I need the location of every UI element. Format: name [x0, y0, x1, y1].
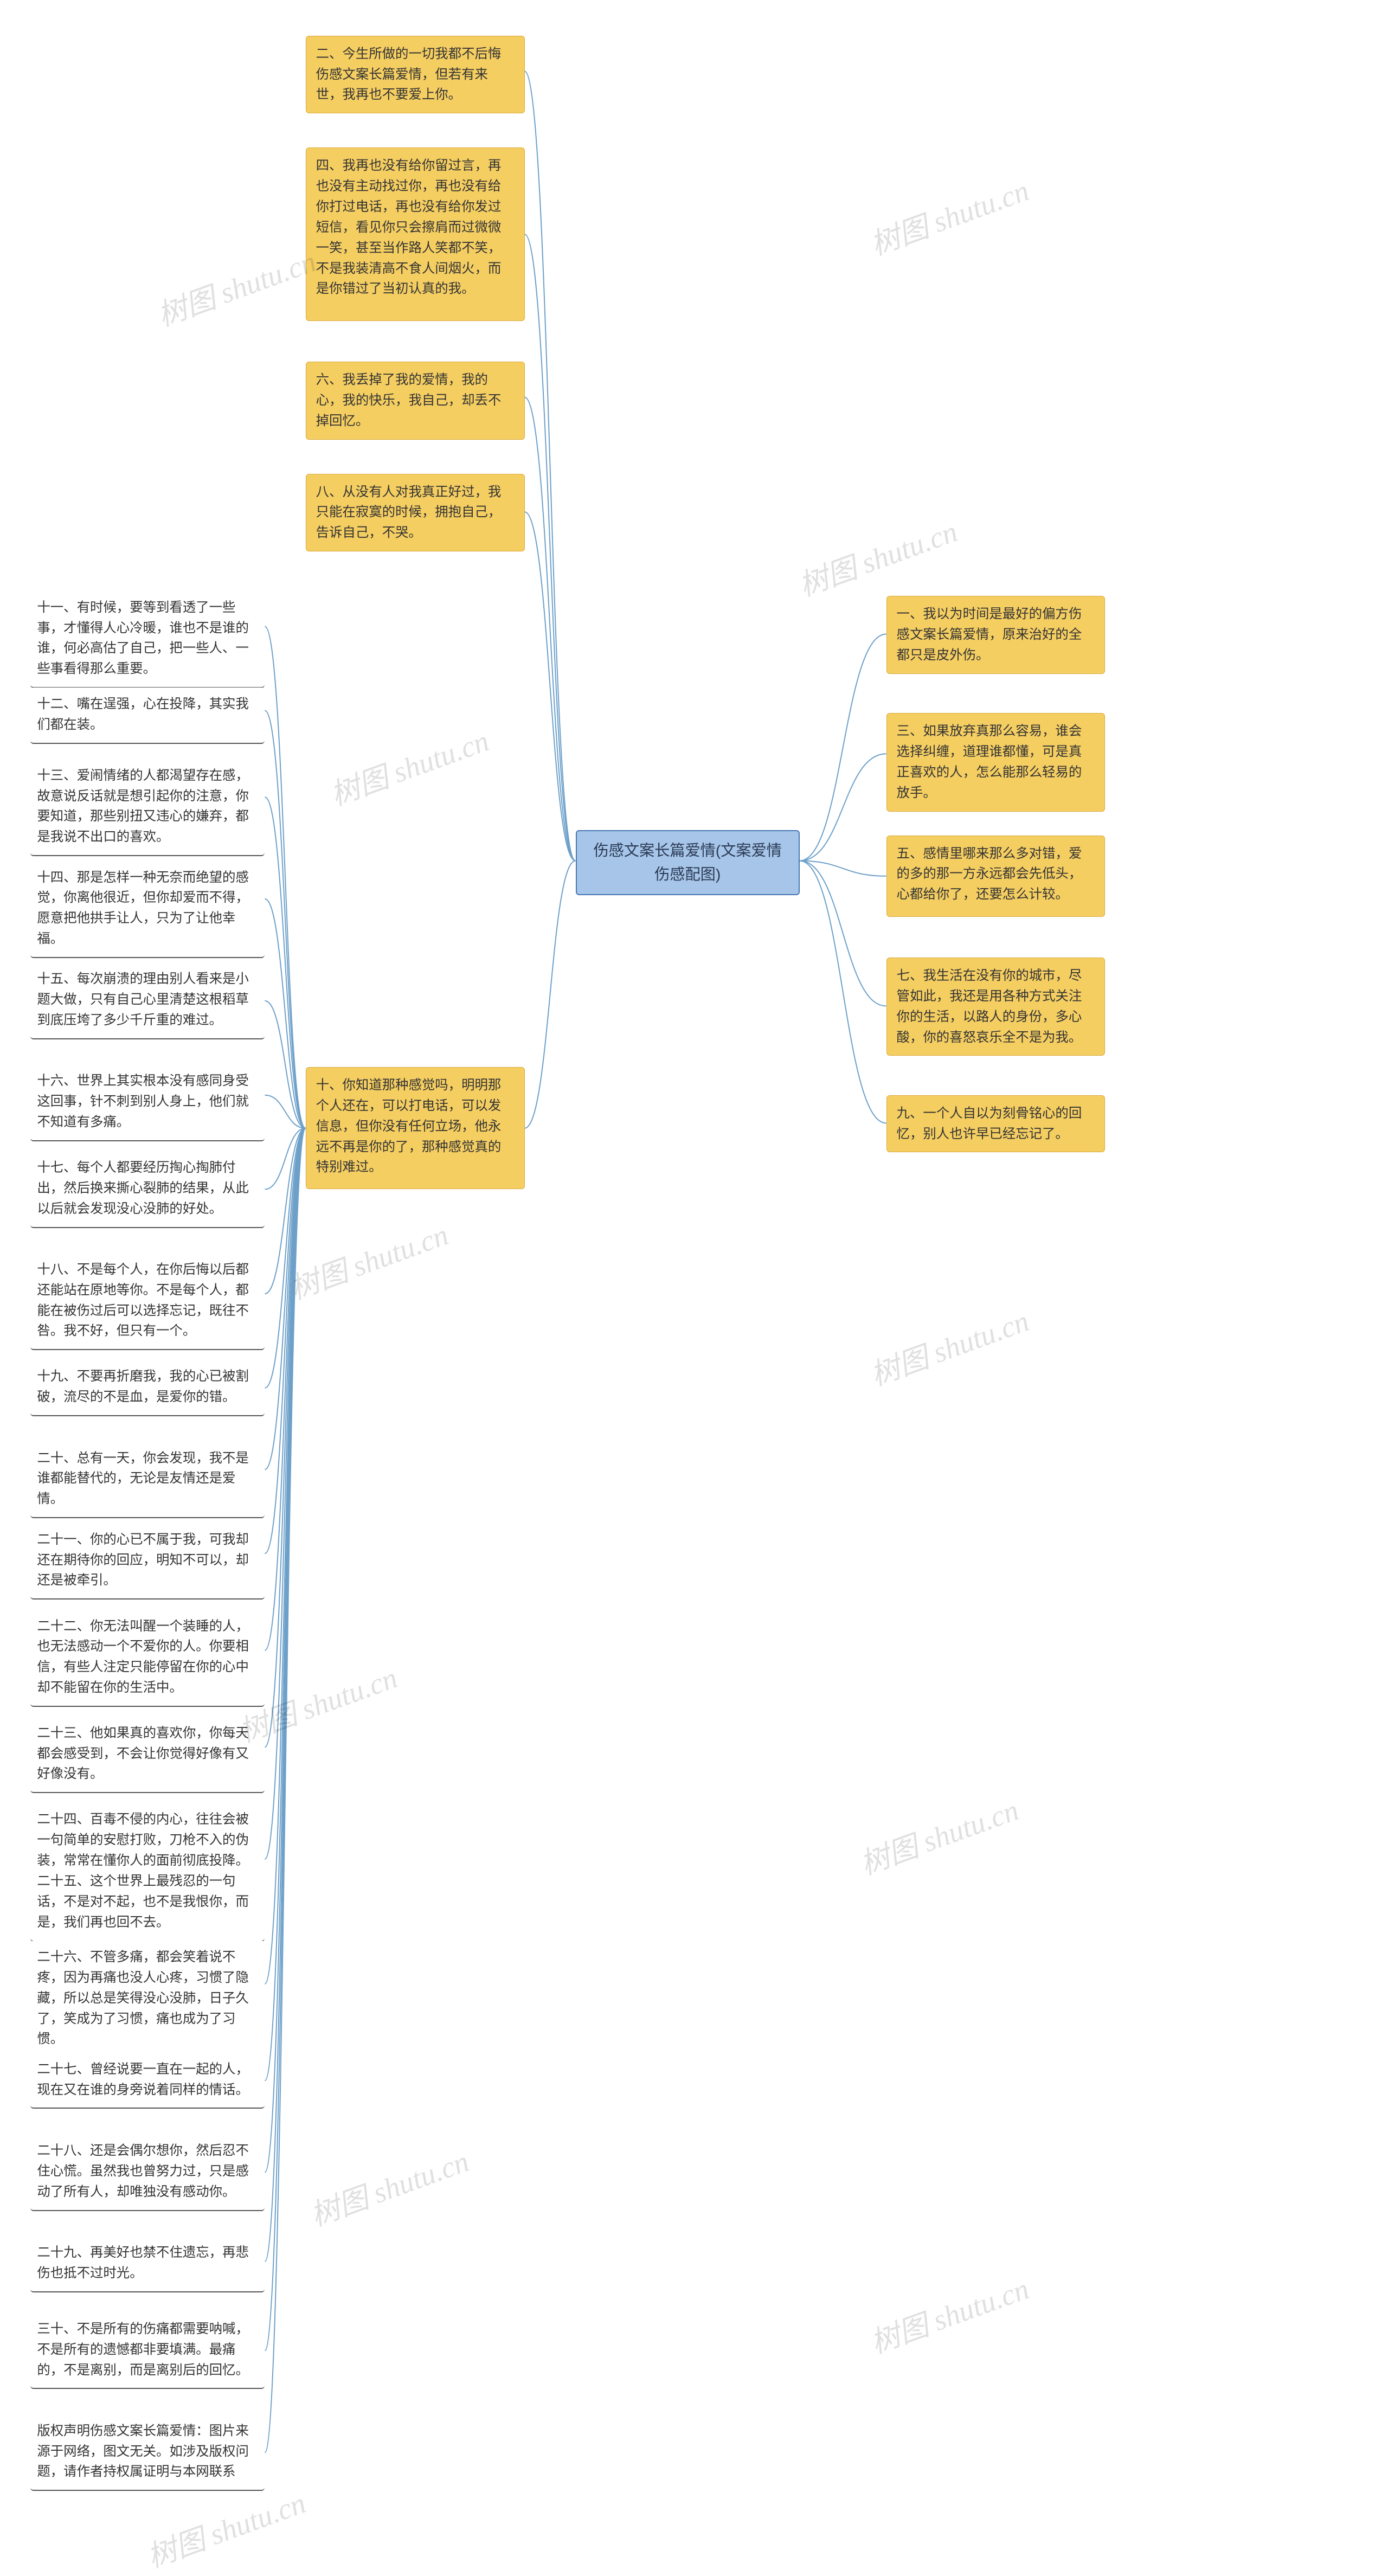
leaf-11: 二十二、你无法叫醒一个装睡的人，也无法感动一个不爱你的人。你要相信，有些人注定只… [30, 1610, 265, 1707]
leaf-4: 十五、每次崩溃的理由别人看来是小题大做，只有自己心里清楚这根稻草到底压垮了多少千… [30, 962, 265, 1039]
watermark: 树图 shutu.cn [151, 238, 321, 335]
branch-left-4: 十、你知道那种感觉吗，明明那个人还在，可以打电话，可以发信息，但你没有任何立场，… [306, 1067, 525, 1189]
watermark: 树图 shutu.cn [853, 1786, 1024, 1883]
leaf-6: 十七、每个人都要经历掏心掏肺付出，然后换来撕心裂肺的结果，从此以后就会发现没心没… [30, 1151, 265, 1228]
leaf-14: 二十六、不管多痛，都会笑着说不疼，因为再痛也没人心疼，习惯了隐藏，所以总是笑得没… [30, 1941, 265, 2058]
leaf-15: 二十七、曾经说要一直在一起的人，现在又在谁的身旁说着同样的情话。 [30, 2053, 265, 2109]
branch-right-1: 三、如果放弃真那么容易，谁会选择纠缠，道理谁都懂，可是真正喜欢的人，怎么能那么轻… [886, 713, 1106, 811]
branch-left-3: 八、从没有人对我真正好过，我只能在寂寞的时候，拥抱自己，告诉自己，不哭。 [306, 474, 525, 552]
leaf-18: 三十、不是所有的伤痛都需要呐喊，不是所有的遗憾都非要填满。最痛的，不是离别，而是… [30, 2312, 265, 2389]
branch-right-2: 五、感情里哪来那么多对错，爱的多的那一方永远都会先低头，心都给你了，还要怎么计较… [886, 836, 1106, 917]
watermark: 树图 shutu.cn [864, 2265, 1034, 2362]
leaf-5: 十六、世界上其实根本没有感同身受这回事，针不刺到别人身上，他们就不知道有多痛。 [30, 1064, 265, 1141]
watermark: 树图 shutu.cn [792, 508, 962, 605]
watermark: 树图 shutu.cn [303, 2138, 473, 2235]
leaf-10: 二十一、你的心已不属于我，可我却还在期待你的回应，明知不可以，却还是被牵引。 [30, 1523, 265, 1600]
watermark: 树图 shutu.cn [864, 1297, 1034, 1395]
branch-left-1: 四、我再也没有给你留过言，再也没有主动找过你，再也没有给你打过电话，再也没有给你… [306, 147, 525, 320]
leaf-0: 十一、有时候，要等到看透了一些事，才懂得人心冷暖，谁也不是谁的谁，何必高估了自己… [30, 591, 265, 688]
branch-left-2: 六、我丢掉了我的爱情，我的心，我的快乐，我自己，却丢不掉回忆。 [306, 362, 525, 440]
branch-right-3: 七、我生活在没有你的城市，尽管如此，我还是用各种方式关注你的生活，以路人的身份，… [886, 958, 1106, 1056]
leaf-7: 十八、不是每个人，在你后悔以后都还能站在原地等你。不是每个人，都能在被伤过后可以… [30, 1253, 265, 1350]
watermark: 树图 shutu.cn [324, 717, 494, 814]
leaf-2: 十三、爱闹情绪的人都渴望存在感，故意说反话就是想引起你的注意，你要知道，那些别扭… [30, 759, 265, 856]
leaf-13: 二十四、百毒不侵的内心，往往会被一句简单的安慰打败，刀枪不入的伪装，常常在懂你人… [30, 1803, 265, 1941]
branch-right-4: 九、一个人自以为刻骨铭心的回忆，别人也许早已经忘记了。 [886, 1095, 1106, 1153]
leaf-8: 十九、不要再折磨我，我的心已被割破，流尽的不是血，是爱你的错。 [30, 1360, 265, 1416]
branch-right-0: 一、我以为时间是最好的偏方伤感文案长篇爱情，原来治好的全都只是皮外伤。 [886, 596, 1106, 674]
watermark: 树图 shutu.cn [283, 1211, 453, 1308]
branch-left-0: 二、今生所做的一切我都不后悔伤感文案长篇爱情，但若有来世，我再也不要爱上你。 [306, 36, 525, 114]
leaf-12: 二十三、他如果真的喜欢你，你每天都会感受到，不会让你觉得好像有又好像没有。 [30, 1717, 265, 1794]
watermark: 树图 shutu.cn [864, 166, 1034, 264]
mindmap-canvas: 伤感文案长篇爱情(文案爱情伤感配图) 二、今生所做的一切我都不后悔伤感文案长篇爱情… [0, 0, 1388, 2547]
leaf-17: 二十九、再美好也禁不住遗忘，再悲伤也抵不过时光。 [30, 2236, 265, 2292]
root-node: 伤感文案长篇爱情(文案爱情伤感配图) [576, 830, 800, 895]
leaf-3: 十四、那是怎样一种无奈而绝望的感觉，你离他很近，但你却爱而不得，愿意把他拱手让人… [30, 861, 265, 958]
watermark: 树图 shutu.cn [140, 2479, 311, 2576]
leaf-19: 版权声明伤感文案长篇爱情：图片来源于网络，图文无关。如涉及版权问题，请作者持权属… [30, 2414, 265, 2491]
leaf-16: 二十八、还是会偶尔想你，然后忍不住心慌。虽然我也曾努力过，只是感动了所有人，却唯… [30, 2134, 265, 2211]
leaf-9: 二十、总有一天，你会发现，我不是谁都能替代的，无论是友情还是爱情。 [30, 1442, 265, 1519]
leaf-1: 十二、嘴在逞强，心在投降，其实我们都在装。 [30, 688, 265, 744]
